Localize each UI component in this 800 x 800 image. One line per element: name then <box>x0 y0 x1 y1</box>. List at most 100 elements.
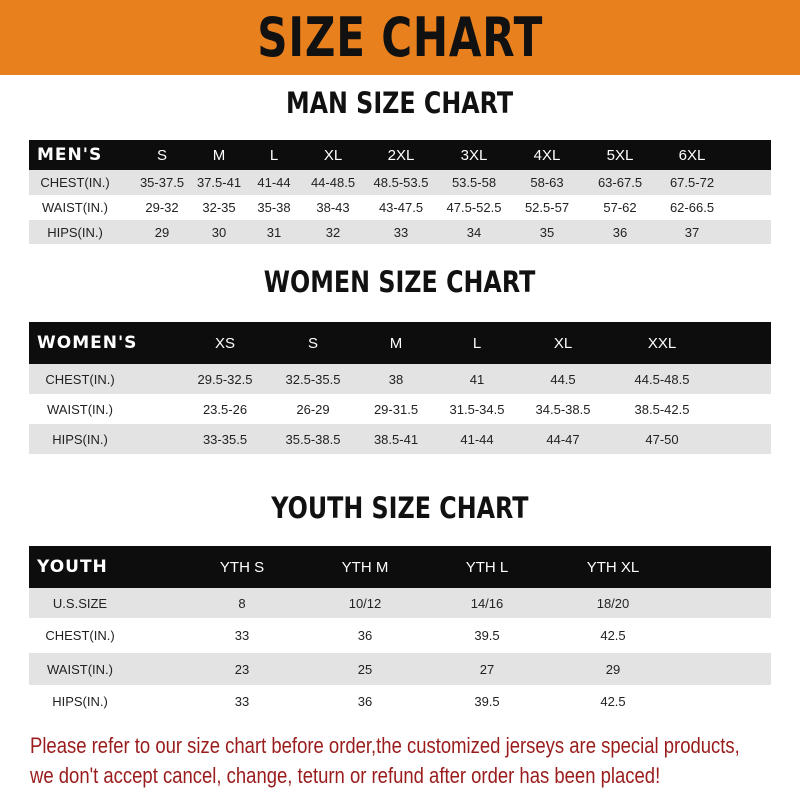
measurement-value: 41-44 <box>257 175 291 190</box>
measurement-value: 44-47 <box>546 431 580 447</box>
table-row: CHEST(IN.) 29.5-32.5 32.5-35.5 38 41 44.5 44.5… <box>29 364 771 394</box>
measurement-value: 23 <box>234 661 250 677</box>
measurement-label: CHEST(IN.) <box>45 371 115 387</box>
measurement-value: 47-50 <box>645 431 679 447</box>
measurement-value: 47.5-52.5 <box>446 200 502 215</box>
measurement-value: 33 <box>234 693 250 709</box>
measurement-value: 32.5-35.5 <box>285 371 341 387</box>
measurement-label: CHEST(IN.) <box>40 175 110 190</box>
measurement-value: 29-32 <box>145 200 179 215</box>
size-header-cell: XL <box>323 146 343 164</box>
measurement-value: 35-38 <box>257 200 291 215</box>
table-row: WAIST(IN.) 23.5-26 26-29 29-31.5 31.5-34.5 34… <box>29 394 771 424</box>
youth-section-title: YOUTH SIZE CHART <box>271 491 529 525</box>
disclaimer-line-2: we don't accept cancel, change, teturn o… <box>30 763 661 788</box>
measurement-value: 38.5-41 <box>373 431 419 447</box>
table-title-cell: MEN'S <box>37 145 103 165</box>
measurement-value: 37 <box>684 224 700 240</box>
measurement-value: 41-44 <box>460 431 494 447</box>
measurement-value: 52.5-57 <box>524 200 570 215</box>
measurement-value: 33-35.5 <box>202 431 248 447</box>
measurement-value: 35 <box>539 224 555 240</box>
disclaimer-line-1: Please refer to our size chart before or… <box>30 733 740 758</box>
men-section-title: MAN SIZE CHART <box>286 86 514 120</box>
measurement-label: U.S.SIZE <box>52 595 108 611</box>
table-row: CHEST(IN.) 33 36 39.5 42.5 <box>29 618 771 653</box>
measurement-label: WAIST(IN.) <box>47 401 113 417</box>
size-chart-banner: SIZE CHART <box>0 0 800 75</box>
measurement-value: 42.5 <box>600 628 626 643</box>
measurement-value: 33 <box>234 628 250 643</box>
measurement-value: 57-62 <box>603 200 637 215</box>
measurement-value: 41 <box>469 371 485 387</box>
size-header-cell: XXL <box>647 334 677 352</box>
table-row: WAIST(IN.) 23 25 27 29 <box>29 653 771 685</box>
measurement-value: 29.5-32.5 <box>197 371 253 387</box>
measurement-value: 29-31.5 <box>373 401 419 417</box>
size-header-cell: YTH L <box>465 558 509 576</box>
measurement-value: 44-48.5 <box>310 175 356 190</box>
table-row: HIPS(IN.) 33 36 39.5 42.5 <box>29 685 771 717</box>
measurement-value: 38 <box>388 371 404 387</box>
measurement-value: 48.5-53.5 <box>373 175 429 190</box>
measurement-value: 38.5-42.5 <box>634 401 690 417</box>
measurement-value: 36 <box>357 628 373 643</box>
measurement-value: 29 <box>154 224 170 240</box>
measurement-value: 31 <box>266 224 282 240</box>
women-size-table: WOMEN'S XS S M L XL XXL CHEST(IN.) 29.5-32.5 32.5… <box>29 322 771 454</box>
measurement-value: 27 <box>479 661 495 677</box>
measurement-label: HIPS(IN.) <box>47 224 103 240</box>
measurement-label: HIPS(IN.) <box>52 431 108 447</box>
table-row: U.S.SIZE 8 10/12 14/16 18/20 <box>29 588 771 618</box>
measurement-value: 53.5-58 <box>451 175 497 190</box>
size-header-cell: 3XL <box>460 146 488 164</box>
measurement-value: 63-67.5 <box>597 175 643 190</box>
measurement-label: CHEST(IN.) <box>45 628 115 643</box>
measurement-value: 8 <box>238 595 246 611</box>
table-row: CHEST(IN.) 35-37.5 37.5-41 41-44 44-48.5 48.5… <box>29 170 771 195</box>
measurement-value: 18/20 <box>596 595 630 611</box>
measurement-value: 62-66.5 <box>669 200 715 215</box>
measurement-value: 39.5 <box>474 628 500 643</box>
table-row: HIPS(IN.) 29 30 31 32 33 34 35 36 37 <box>29 220 771 244</box>
size-header-cell: YTH XL <box>586 558 640 576</box>
measurement-value: 42.5 <box>600 693 626 709</box>
measurement-value: 23.5-26 <box>202 401 248 417</box>
measurement-label: WAIST(IN.) <box>42 200 108 215</box>
measurement-value: 67.5-72 <box>669 175 715 190</box>
measurement-value: 35-37.5 <box>139 175 185 190</box>
size-header-cell: 5XL <box>606 146 634 164</box>
measurement-value: 36 <box>612 224 628 240</box>
measurement-value: 26-29 <box>296 401 330 417</box>
table-header-row: YOUTH YTH S YTH M YTH L YTH XL <box>29 546 771 588</box>
size-header-cell: 2XL <box>387 146 415 164</box>
size-header-cell: M <box>389 334 403 352</box>
measurement-value: 38-43 <box>316 200 350 215</box>
table-title-cell: YOUTH <box>37 557 108 577</box>
banner-title: SIZE CHART <box>257 6 543 69</box>
size-header-cell: S <box>156 146 168 164</box>
measurement-value: 34.5-38.5 <box>535 401 591 417</box>
measurement-label: HIPS(IN.) <box>52 693 108 709</box>
size-header-cell: 6XL <box>678 146 706 164</box>
size-header-cell: M <box>212 146 226 164</box>
table-row: HIPS(IN.) 33-35.5 35.5-38.5 38.5-41 41-44 44-… <box>29 424 771 454</box>
table-header-row: WOMEN'S XS S M L XL XXL <box>29 322 771 364</box>
measurement-value: 39.5 <box>474 693 500 709</box>
measurement-value: 58-63 <box>530 175 564 190</box>
size-header-cell: L <box>269 146 279 164</box>
size-header-cell: L <box>472 334 482 352</box>
measurement-value: 32 <box>325 224 341 240</box>
size-header-cell: XL <box>553 334 573 352</box>
size-header-cell: YTH M <box>341 558 389 576</box>
measurement-value: 34 <box>466 224 482 240</box>
measurement-value: 43-47.5 <box>378 200 424 215</box>
table-title-cell: WOMEN'S <box>37 333 138 353</box>
size-header-cell: S <box>307 334 319 352</box>
table-row: WAIST(IN.) 29-32 32-35 35-38 38-43 43-47.5 47.… <box>29 195 771 220</box>
measurement-value: 29 <box>605 661 621 677</box>
measurement-value: 36 <box>357 693 373 709</box>
measurement-value: 10/12 <box>348 595 382 611</box>
measurement-value: 37.5-41 <box>196 175 242 190</box>
table-header-row: MEN'S S M L XL 2XL 3XL 4XL 5XL 6XL <box>29 140 771 170</box>
